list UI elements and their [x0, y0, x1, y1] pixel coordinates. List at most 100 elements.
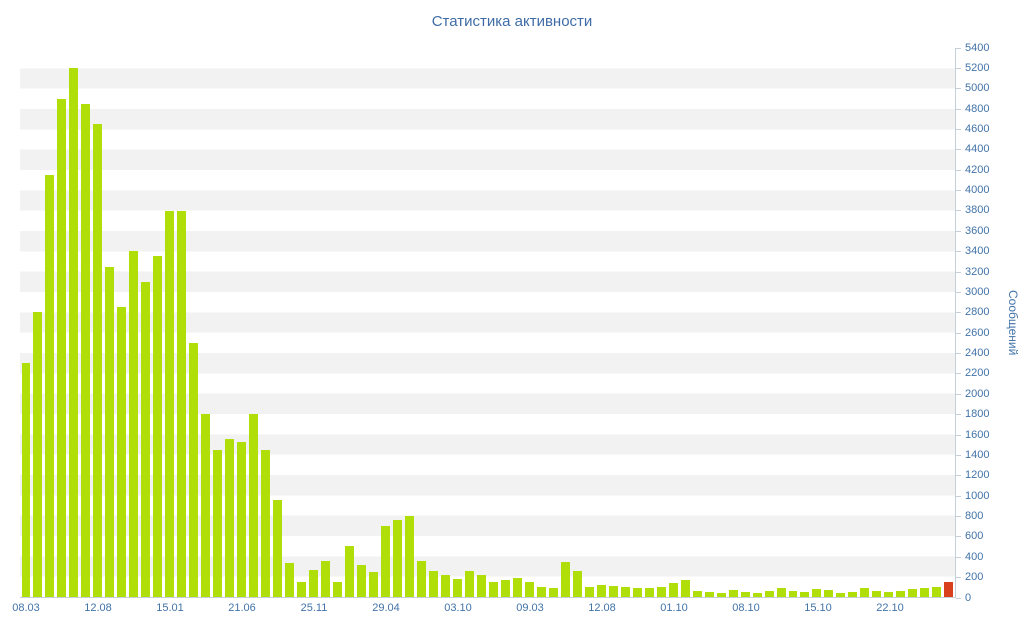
y-tick-label: 1000: [965, 489, 990, 502]
bar[interactable]: [69, 68, 79, 597]
bar[interactable]: [848, 591, 858, 597]
bar[interactable]: [129, 251, 139, 597]
bar[interactable]: [788, 591, 798, 597]
bar[interactable]: [704, 591, 714, 597]
bar[interactable]: [632, 587, 642, 597]
bar[interactable]: [273, 500, 283, 597]
bar[interactable]: [297, 581, 307, 597]
bar[interactable]: [500, 580, 510, 597]
bar[interactable]: [584, 586, 594, 597]
bar[interactable]: [812, 589, 822, 597]
bar[interactable]: [740, 592, 750, 597]
y-tick-label: 4800: [965, 102, 990, 115]
bar[interactable]: [560, 562, 570, 597]
bar[interactable]: [488, 581, 498, 597]
y-tick-mark: [956, 556, 961, 558]
bar[interactable]: [884, 591, 894, 597]
bar[interactable]: [908, 588, 918, 597]
bar[interactable]: [345, 546, 355, 597]
bar[interactable]: [716, 592, 726, 597]
y-tick-mark: [956, 108, 961, 110]
bar[interactable]: [764, 591, 774, 597]
bar[interactable]: [81, 103, 91, 597]
bar[interactable]: [285, 563, 295, 597]
y-axis-tick: 5000: [956, 83, 989, 95]
bar[interactable]: [536, 586, 546, 597]
bar[interactable]: [524, 581, 534, 597]
bar[interactable]: [141, 281, 151, 597]
bar[interactable]: [249, 414, 259, 597]
y-tick-label: 200: [965, 571, 984, 584]
bar[interactable]: [452, 578, 462, 597]
bar[interactable]: [33, 312, 43, 597]
y-tick-mark: [956, 414, 961, 416]
bar[interactable]: [860, 588, 870, 597]
bar[interactable]: [416, 561, 426, 597]
bar-current-period[interactable]: [944, 581, 954, 597]
bar[interactable]: [333, 581, 343, 597]
bar[interactable]: [644, 587, 654, 597]
bar[interactable]: [57, 98, 67, 597]
y-tick-label: 4600: [965, 122, 990, 135]
bar[interactable]: [440, 574, 450, 597]
bar[interactable]: [381, 525, 391, 597]
bar[interactable]: [932, 586, 942, 597]
bar[interactable]: [225, 439, 235, 597]
bar[interactable]: [93, 124, 103, 597]
y-tick-mark: [956, 291, 961, 293]
bar[interactable]: [824, 590, 834, 597]
bar[interactable]: [213, 449, 223, 597]
bar[interactable]: [752, 593, 762, 597]
bar[interactable]: [105, 266, 115, 597]
bar[interactable]: [620, 586, 630, 597]
bar[interactable]: [548, 587, 558, 597]
bar[interactable]: [608, 585, 618, 597]
bar[interactable]: [464, 570, 474, 597]
bar[interactable]: [393, 519, 402, 597]
bar[interactable]: [117, 307, 127, 597]
bar[interactable]: [920, 587, 930, 597]
y-tick-label: 3800: [965, 204, 990, 217]
bar[interactable]: [201, 414, 211, 597]
y-tick-mark: [956, 393, 961, 395]
bar[interactable]: [261, 449, 271, 597]
bar[interactable]: [21, 363, 31, 597]
bar[interactable]: [321, 561, 331, 597]
bar[interactable]: [728, 589, 738, 597]
bar[interactable]: [800, 591, 810, 597]
y-tick-mark: [956, 332, 961, 334]
bar[interactable]: [237, 442, 247, 597]
bar[interactable]: [476, 575, 486, 597]
bar[interactable]: [405, 515, 414, 597]
bar[interactable]: [309, 569, 319, 597]
bar[interactable]: [896, 590, 906, 597]
y-tick-mark: [956, 47, 961, 49]
bars-container: [20, 48, 955, 597]
bar[interactable]: [45, 175, 55, 597]
bar[interactable]: [428, 570, 438, 597]
bar[interactable]: [357, 565, 367, 597]
bar[interactable]: [776, 588, 786, 597]
x-tick-label: 12.08: [588, 602, 616, 614]
y-tick-mark: [956, 495, 961, 497]
bar[interactable]: [680, 579, 690, 597]
y-tick-mark: [956, 434, 961, 436]
y-tick-label: 5400: [965, 41, 990, 54]
bar[interactable]: [596, 584, 606, 597]
bar[interactable]: [512, 578, 522, 597]
bar[interactable]: [153, 256, 163, 597]
bar[interactable]: [369, 571, 379, 597]
y-axis-tick: 0: [956, 592, 971, 604]
bar[interactable]: [572, 570, 582, 597]
bar[interactable]: [189, 342, 199, 597]
bar[interactable]: [692, 590, 702, 597]
bar[interactable]: [872, 591, 882, 597]
bar[interactable]: [177, 210, 187, 597]
y-tick-label: 5000: [965, 82, 990, 95]
y-axis-tick: 800: [956, 511, 983, 523]
y-tick-mark: [956, 230, 961, 232]
bar[interactable]: [165, 210, 175, 597]
bar[interactable]: [656, 586, 666, 597]
bar[interactable]: [668, 582, 678, 597]
bar[interactable]: [836, 592, 846, 597]
